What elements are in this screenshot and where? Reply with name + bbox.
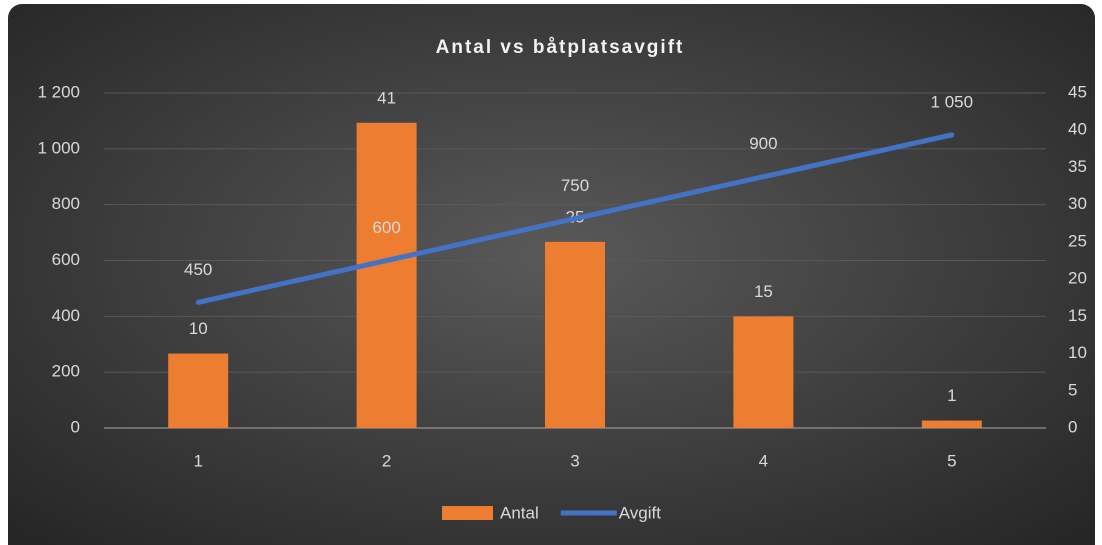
data-label: 900: [749, 134, 777, 153]
bar: [733, 316, 794, 428]
chart-title: Antal vs båtplatsavgift: [436, 37, 685, 58]
y-tick-label: 1 000: [37, 138, 80, 157]
data-label: 1: [947, 386, 956, 405]
y2-tick-label: 5: [1068, 380, 1077, 399]
y2-tick-label: 35: [1068, 157, 1087, 176]
x-tick-label: 2: [382, 451, 391, 470]
y2-tick-label: 25: [1068, 231, 1087, 250]
x-tick-label: 5: [947, 451, 956, 470]
bar: [356, 122, 417, 429]
x-tick-label: 4: [759, 451, 768, 470]
bar: [545, 241, 605, 428]
y-tick-label: 400: [52, 306, 80, 325]
x-tick-label: 3: [570, 451, 579, 470]
y2-tick-label: 30: [1068, 194, 1087, 213]
y-tick-label: 1 200: [37, 82, 80, 101]
y-tick-label: 0: [71, 417, 80, 436]
data-label: 15: [754, 282, 773, 301]
y2-tick-label: 20: [1068, 269, 1087, 288]
legend-label: Avgift: [619, 503, 661, 522]
legend-label: Antal: [500, 503, 539, 522]
y2-tick-label: 0: [1068, 417, 1077, 436]
y2-tick-label: 10: [1068, 343, 1087, 362]
y-tick-label: 800: [52, 194, 80, 213]
bar: [168, 353, 229, 428]
legend-swatch: [442, 506, 493, 520]
y-tick-label: 200: [52, 362, 80, 381]
data-label: 1 050: [931, 92, 974, 111]
y2-tick-label: 40: [1068, 120, 1087, 139]
bar: [921, 420, 982, 428]
data-label: 10: [189, 319, 208, 338]
data-label: 600: [372, 218, 400, 237]
x-tick-label: 1: [193, 451, 202, 470]
line: [195, 132, 955, 305]
data-label: 450: [184, 260, 212, 279]
data-label: 750: [561, 176, 589, 195]
y2-tick-label: 15: [1068, 306, 1087, 325]
y2-tick-label: 45: [1068, 82, 1087, 101]
data-label: 41: [377, 88, 396, 107]
y-tick-label: 600: [52, 250, 80, 269]
